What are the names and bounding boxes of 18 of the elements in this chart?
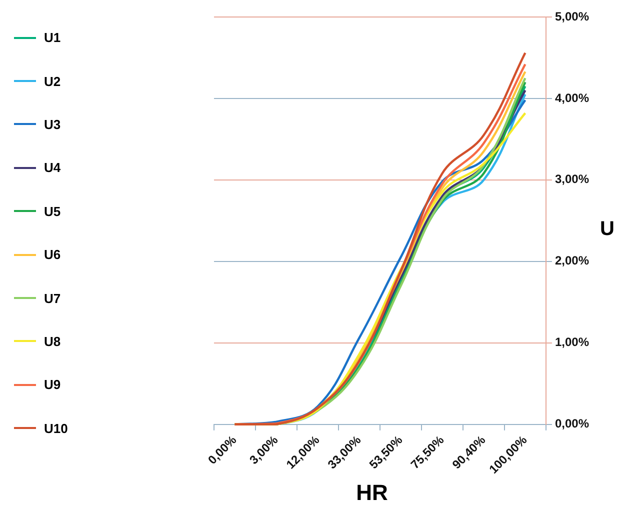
y-tick-label: 0,00%	[554, 416, 590, 431]
legend-label: U1	[44, 30, 61, 46]
y-tick-label: 1,00%	[554, 335, 590, 350]
legend-label: U8	[44, 334, 61, 349]
legend-label: U10	[44, 420, 68, 436]
x-axis-title: HR	[355, 480, 389, 506]
legend-label: U7	[44, 290, 61, 306]
y-axis-title: U	[600, 218, 614, 241]
legend-label: U4	[44, 160, 61, 176]
y-tick-label: 4,00%	[554, 90, 590, 105]
y-tick-label: 2,00%	[554, 254, 590, 268]
y-tick-label: 5,00%	[554, 9, 590, 24]
legend-label: U3	[44, 116, 61, 132]
legend-label: U9	[44, 377, 61, 392]
y-tick-label: 3,00%	[554, 172, 590, 186]
legend-label: U5	[44, 204, 61, 219]
legend-label: U6	[44, 247, 61, 262]
legend-label: U2	[44, 74, 61, 89]
